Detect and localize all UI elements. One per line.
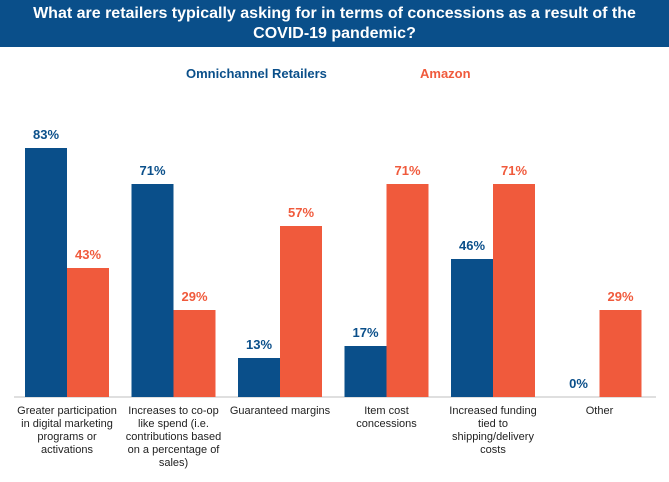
bar-amazon-4 [493,184,535,397]
value-label-omnichannel-3: 17% [352,325,378,340]
value-label-omnichannel-1: 71% [139,163,165,178]
chart-title: What are retailers typically asking for … [33,4,636,42]
category-label-1: Increases to co-op like spend (i.e. cont… [125,405,222,469]
bar-amazon-1 [173,310,216,397]
bar-omnichannel-4 [451,259,493,397]
category-label-2: Guaranteed margins [229,405,331,417]
bar-omnichannel-2 [238,358,280,397]
value-label-amazon-1: 29% [181,289,207,304]
category-label-5: Other [585,405,614,417]
bar-amazon-0 [67,268,109,397]
legend-omnichannel: Omnichannel Retailers [186,66,327,81]
bar-amazon-3 [386,184,429,397]
value-label-amazon-0: 43% [75,247,101,262]
bar-amazon-5 [599,310,642,397]
value-label-omnichannel-5: 0% [569,376,588,391]
bar-amazon-2 [280,226,322,397]
value-label-omnichannel-0: 83% [33,127,59,142]
legend-amazon: Amazon [420,66,471,81]
category-label-0: Greater participation in digital marketi… [17,405,117,456]
value-label-amazon-2: 57% [288,205,314,220]
value-label-omnichannel-4: 46% [459,238,485,253]
bar-omnichannel-0 [25,148,67,397]
bar-omnichannel-1 [131,184,174,397]
value-label-amazon-3: 71% [394,163,420,178]
category-label-3: Item cost concessions [356,405,417,430]
title-bar: What are retailers typically asking for … [0,0,669,47]
category-label-4: Increased funding tied to shipping/deliv… [449,405,537,456]
value-label-omnichannel-2: 13% [246,337,272,352]
value-label-amazon-4: 71% [501,163,527,178]
bar-omnichannel-3 [344,346,387,397]
value-label-amazon-5: 29% [607,289,633,304]
